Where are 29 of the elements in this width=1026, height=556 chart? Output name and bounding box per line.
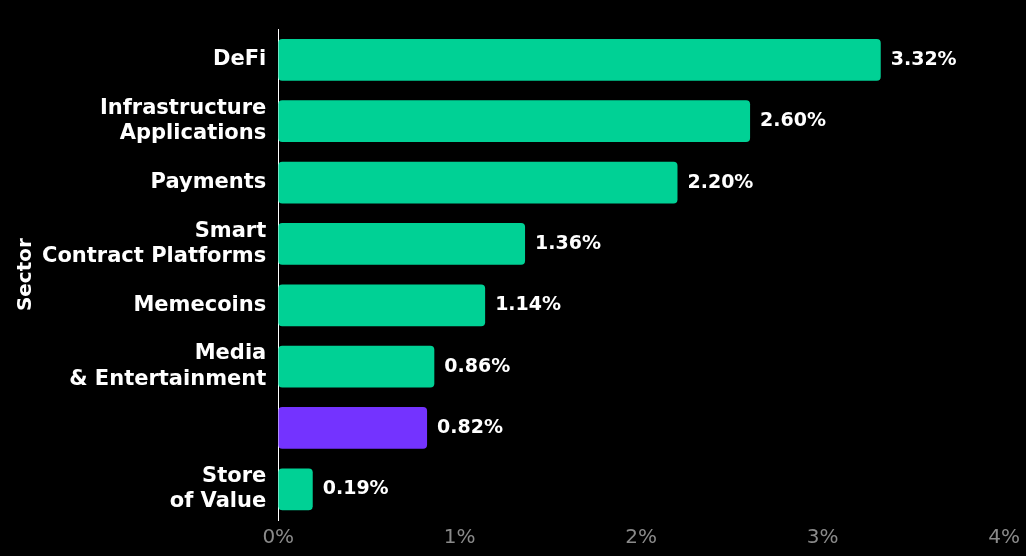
y-tick-label: DeFi — [213, 46, 267, 71]
y-tick-label: Store of Value — [169, 463, 267, 513]
bar — [278, 468, 313, 511]
y-tick-label: Smart Contract Platforms — [41, 217, 267, 267]
data-label: 0.82% — [437, 414, 503, 437]
y-tick-label: Memecoins — [133, 291, 267, 316]
data-label: 0.19% — [322, 476, 389, 499]
bar — [278, 284, 486, 327]
data-label: 2.60% — [760, 108, 826, 131]
bar — [278, 223, 526, 265]
bar — [278, 161, 678, 204]
data-label: 1.14% — [495, 292, 562, 315]
x-tick-label: 2% — [625, 524, 658, 549]
y-tick-label: Payments — [150, 169, 267, 194]
bar — [278, 345, 435, 388]
bar — [278, 39, 881, 81]
x-tick-label: 0% — [262, 524, 295, 549]
y-axis-title: Sector — [12, 237, 37, 312]
data-label: 2.20% — [687, 169, 754, 192]
y-tick-label: Media & Entertainment — [69, 340, 267, 390]
x-tick-label: 4% — [988, 524, 1020, 549]
data-label: 1.36% — [535, 230, 601, 253]
bar — [278, 407, 428, 449]
data-label: 3.32% — [890, 46, 957, 69]
y-tick-label: Infrastructure Applications — [99, 95, 267, 145]
data-label: 0.86% — [444, 353, 511, 376]
x-tick-label: 3% — [806, 524, 839, 549]
x-tick-label: 1% — [443, 524, 476, 549]
bar — [278, 100, 751, 143]
